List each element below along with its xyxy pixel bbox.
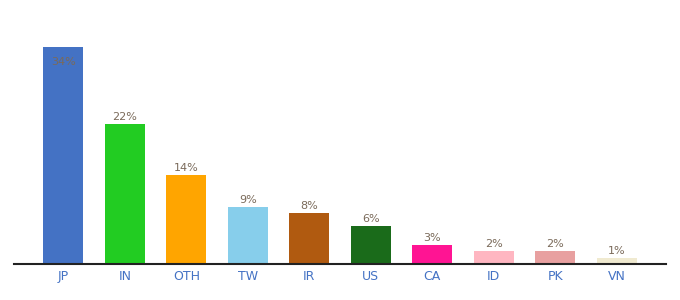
Bar (289, 213, 329, 264)
Text: 8%: 8% (301, 201, 318, 211)
Bar (44, 47, 83, 264)
Text: 2%: 2% (546, 239, 564, 249)
Text: 22%: 22% (112, 112, 137, 122)
Text: 2%: 2% (485, 239, 503, 249)
Text: 3%: 3% (424, 233, 441, 243)
Text: 34%: 34% (51, 57, 75, 67)
Bar (597, 258, 636, 264)
Bar (535, 251, 575, 264)
Text: 9%: 9% (239, 195, 256, 205)
Bar (167, 175, 206, 264)
Bar (351, 226, 391, 264)
Bar (105, 124, 145, 264)
Bar (412, 245, 452, 264)
Bar (474, 251, 513, 264)
Text: 1%: 1% (608, 246, 626, 256)
Text: 14%: 14% (174, 163, 199, 173)
Bar (228, 207, 268, 264)
Text: 6%: 6% (362, 214, 379, 224)
